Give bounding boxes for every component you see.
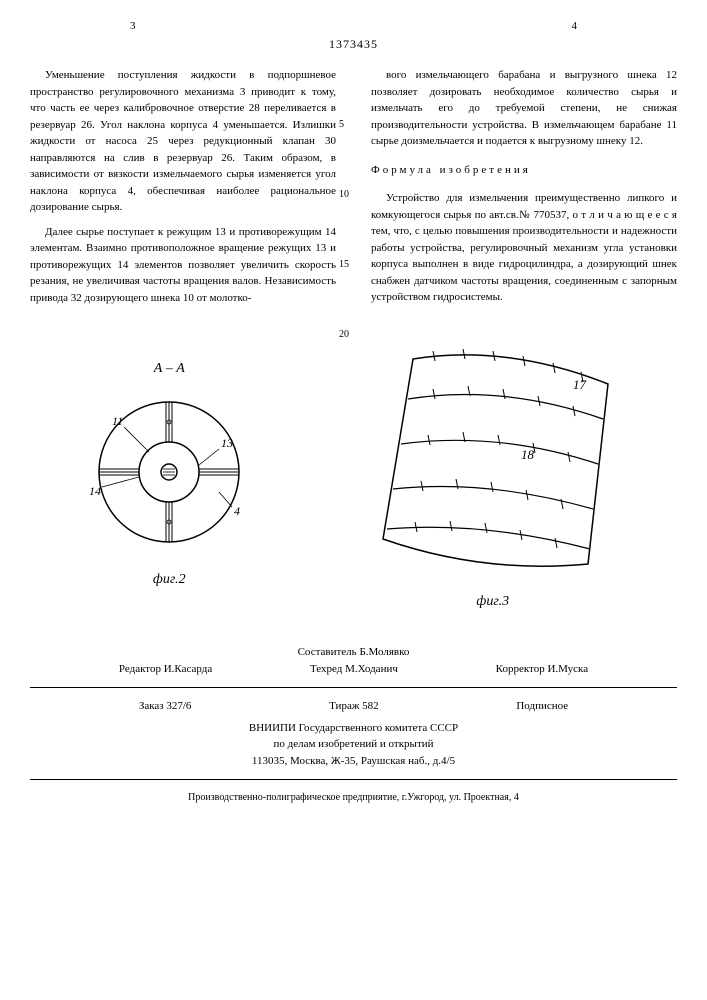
fig2-callout-14: 14 (89, 484, 101, 498)
footer-address2: Производственно-полиграфическое предприя… (30, 790, 677, 805)
footer-order-row: Заказ 327/6 Тираж 582 Подписное (30, 698, 677, 715)
page-num-left: 3 (130, 20, 136, 32)
formula-title: Формула изобретения (371, 162, 677, 179)
text-columns: Уменьшение поступления жидкости в подпор… (30, 67, 677, 314)
footer-editor: Редактор И.Касарда (119, 661, 212, 678)
left-column: Уменьшение поступления жидкости в подпор… (30, 67, 346, 314)
right-para-2: Устройство для измельчения преимуществен… (371, 190, 677, 306)
figures-row: А – А (30, 344, 677, 604)
fig2-callout-4: 4 (234, 504, 240, 518)
fig2-label: фиг.2 (84, 572, 254, 588)
footer-compiler: Составитель Б.Молявко (30, 644, 677, 661)
fig2-section-label: А – А (84, 361, 254, 377)
footer-block: Составитель Б.Молявко Редактор И.Касарда… (30, 644, 677, 805)
footer-corrector: Корректор И.Муска (496, 661, 588, 678)
footer-org2: по делам изобретений и открытий (30, 736, 677, 753)
line-num-5: 5 (339, 117, 344, 132)
line-num-10: 10 (339, 187, 349, 202)
footer-address1: 113035, Москва, Ж-35, Раушская наб., д.4… (30, 753, 677, 770)
figure-2: А – А (84, 361, 254, 588)
patent-number: 1373435 (30, 37, 677, 52)
fig3-label: фиг.3 (363, 594, 623, 610)
fig2-callout-13: 13 (221, 436, 233, 450)
footer-subscription: Подписное (516, 698, 568, 715)
footer-order: Заказ 327/6 (139, 698, 192, 715)
footer-divider-1 (30, 687, 677, 688)
fig2-svg: 11 13 14 4 (84, 387, 254, 557)
fig2-callout-11: 11 (112, 414, 123, 428)
fig3-callout-18: 18 (521, 447, 535, 462)
figure-3: 17 18 фиг.3 (363, 339, 623, 610)
footer-techred: Техред М.Ходанич (310, 661, 398, 678)
footer-staff-row: Редактор И.Касарда Техред М.Ходанич Корр… (30, 661, 677, 678)
fig3-callout-17: 17 (573, 377, 587, 392)
page-num-right: 4 (572, 20, 578, 32)
footer-tirage: Тираж 582 (329, 698, 379, 715)
right-column: 5 10 15 20 вого измельчающего барабана и… (361, 67, 677, 314)
right-para-1: вого измельчающего барабана и выгрузного… (371, 67, 677, 150)
left-para-2: Далее сырье поступает к режущим 13 и про… (30, 224, 336, 307)
left-para-1: Уменьшение поступления жидкости в подпор… (30, 67, 336, 216)
line-num-20: 20 (339, 327, 349, 342)
header-page-numbers: 3 4 (30, 20, 677, 32)
line-num-15: 15 (339, 257, 349, 272)
fig3-svg: 17 18 (363, 339, 623, 579)
footer-org1: ВНИИПИ Государственного комитета СССР (30, 720, 677, 737)
footer-divider-2 (30, 779, 677, 780)
